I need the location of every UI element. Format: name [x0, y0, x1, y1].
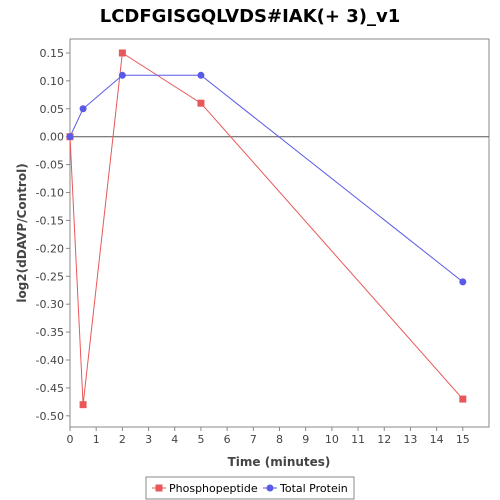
- y-tick-label: -0.50: [36, 410, 64, 423]
- y-tick-label: 0.05: [40, 103, 65, 116]
- x-tick-label: 14: [430, 433, 444, 446]
- x-axis: 0 1 2 3 4 5 6 7 8 9 10 11 12 13 14 15: [67, 427, 470, 446]
- y-tick-label: 0.10: [40, 75, 65, 88]
- y-tick-label: 0.00: [40, 131, 65, 144]
- chart-title: LCDFGISGQLVDS#IAK(+ 3)_v1: [100, 6, 401, 27]
- plot-area: [69, 38, 490, 428]
- series-layer: [66, 49, 467, 409]
- y-tick-label: -0.30: [36, 298, 64, 311]
- y-tick-label: -0.45: [36, 382, 64, 395]
- y-axis-label: log2(dDAVP/Control): [15, 163, 29, 302]
- x-tick-label: 4: [171, 433, 178, 446]
- x-tick-label: 9: [302, 433, 309, 446]
- legend-marker: [155, 484, 163, 492]
- series-total-protein: [66, 71, 467, 286]
- legend-item: Phosphopeptide: [152, 482, 258, 495]
- data-point: [197, 71, 205, 79]
- x-tick-label: 1: [93, 433, 100, 446]
- legend-label: Total Protein: [279, 482, 348, 495]
- data-point: [79, 105, 87, 113]
- legend-marker: [266, 484, 274, 492]
- x-tick-label: 7: [250, 433, 257, 446]
- legend-item: Total Protein: [263, 482, 348, 495]
- x-axis-label: Time (minutes): [228, 455, 331, 469]
- x-tick-label: 8: [276, 433, 283, 446]
- x-tick-label: 10: [325, 433, 339, 446]
- data-point: [118, 49, 126, 57]
- y-tick-label: -0.20: [36, 242, 64, 255]
- x-tick-label: 13: [403, 433, 417, 446]
- y-tick-label: -0.35: [36, 326, 64, 339]
- data-point: [66, 133, 74, 141]
- x-tick-label: 11: [351, 433, 365, 446]
- data-point: [118, 71, 126, 79]
- x-tick-label: 0: [67, 433, 74, 446]
- x-tick-label: 5: [197, 433, 204, 446]
- x-tick-label: 15: [456, 433, 470, 446]
- data-point: [459, 278, 467, 286]
- legend-items: Phosphopeptide Total Protein: [152, 482, 348, 495]
- y-tick-label: -0.25: [36, 270, 64, 283]
- x-tick-label: 3: [145, 433, 152, 446]
- y-tick-label: 0.15: [40, 47, 65, 60]
- y-tick-label: -0.05: [36, 159, 64, 172]
- x-tick-label: 2: [119, 433, 126, 446]
- legend-label: Phosphopeptide: [169, 482, 258, 495]
- y-tick-label: -0.40: [36, 354, 64, 367]
- y-tick-label: -0.15: [36, 214, 64, 227]
- legend: [145, 476, 355, 500]
- y-tick-label: -0.10: [36, 187, 64, 200]
- data-point: [459, 395, 467, 403]
- x-tick-label: 6: [224, 433, 231, 446]
- y-axis: 0.15 0.10 0.05 0.00 -0.05 -0.10 -0.15 -0.20 -0.2…: [36, 47, 70, 423]
- x-tick-label: 12: [377, 433, 391, 446]
- data-point: [197, 99, 205, 107]
- data-point: [79, 401, 87, 409]
